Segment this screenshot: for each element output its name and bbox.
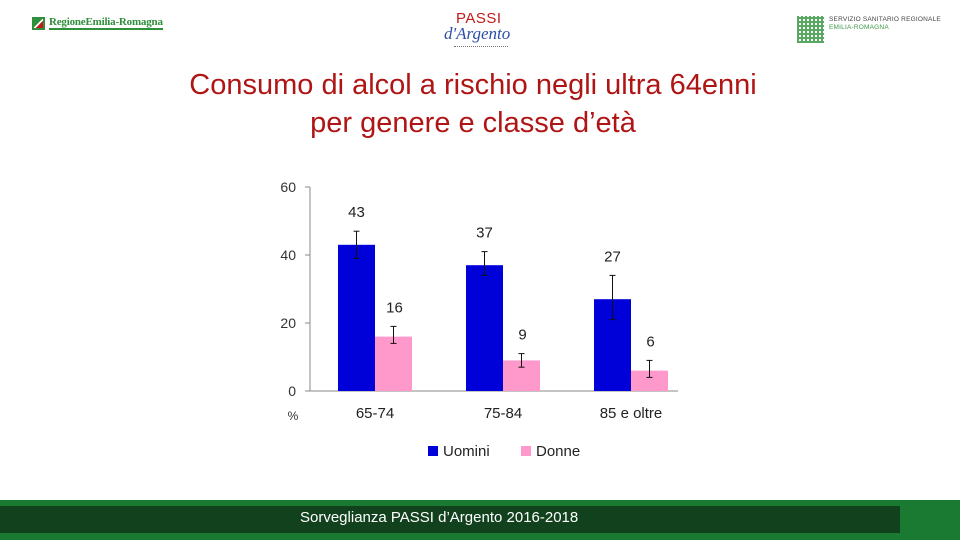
x-category-label: 85 e oltre bbox=[600, 405, 663, 422]
legend-swatch-donne bbox=[521, 446, 531, 456]
y-tick-label: 40 bbox=[280, 247, 296, 263]
y-tick-label: 60 bbox=[280, 179, 296, 195]
bar-chart: 0 20 40 60% 43 37 27 16 9 6 65-74 75-84 85 e oltre Uo… bbox=[280, 179, 678, 460]
regione-emilia-romagna-logo: RegioneEmilia-Romagna bbox=[32, 14, 163, 32]
logo-tagline-decoration bbox=[454, 43, 508, 47]
legend-swatch-uomini bbox=[428, 446, 438, 456]
legend-label-uomini: Uomini bbox=[443, 443, 490, 460]
footer-bar: Sorveglianza PASSI d’Argento 2016-2018 bbox=[0, 500, 960, 540]
data-label: 37 bbox=[476, 225, 493, 242]
slide-title: Consumo di alcol a rischio negli ultra 6… bbox=[0, 66, 946, 142]
slide-title-line2: per genere e classe d’età bbox=[310, 107, 636, 139]
footer-band bbox=[0, 506, 900, 533]
ssr-grid-icon bbox=[797, 16, 824, 43]
regione-emblem-icon bbox=[32, 16, 45, 30]
x-category-label: 65-74 bbox=[356, 405, 394, 422]
bar-donne bbox=[631, 370, 668, 391]
slide-title-line1: Consumo di alcol a rischio negli ultra 6… bbox=[189, 69, 757, 101]
bar-donne bbox=[375, 336, 412, 391]
data-label: 43 bbox=[348, 204, 365, 221]
ssr-logo-text: SERVIZIO SANITARIO REGIONALE EMILIA-ROMA… bbox=[829, 16, 941, 32]
data-label: 6 bbox=[646, 333, 654, 350]
bar-uomini bbox=[466, 265, 503, 391]
legend-label-donne: Donne bbox=[536, 443, 580, 460]
regione-logo-text: RegioneEmilia-Romagna bbox=[49, 16, 163, 30]
footer-text: Sorveglianza PASSI d’Argento 2016-2018 bbox=[300, 509, 579, 526]
servizio-sanitario-logo: SERVIZIO SANITARIO REGIONALE EMILIA-ROMA… bbox=[797, 16, 941, 43]
ssr-logo-line2: EMILIA-ROMAGNA bbox=[829, 24, 889, 31]
data-label: 27 bbox=[604, 248, 621, 265]
y-axis-unit-label: % bbox=[288, 409, 299, 423]
y-tick-label: 0 bbox=[288, 383, 296, 399]
data-label: 16 bbox=[386, 299, 403, 316]
argento-logo-text: d'Argento bbox=[444, 24, 511, 43]
y-tick-label: 20 bbox=[280, 315, 296, 331]
ssr-logo-line1: SERVIZIO SANITARIO REGIONALE bbox=[829, 16, 941, 23]
x-category-label: 75-84 bbox=[484, 405, 522, 422]
passi-argento-logo: PASSI d'Argento bbox=[440, 10, 516, 50]
data-label: 9 bbox=[518, 327, 526, 344]
passi-logo-text: PASSI bbox=[456, 10, 502, 27]
bar-uomini bbox=[338, 244, 375, 391]
